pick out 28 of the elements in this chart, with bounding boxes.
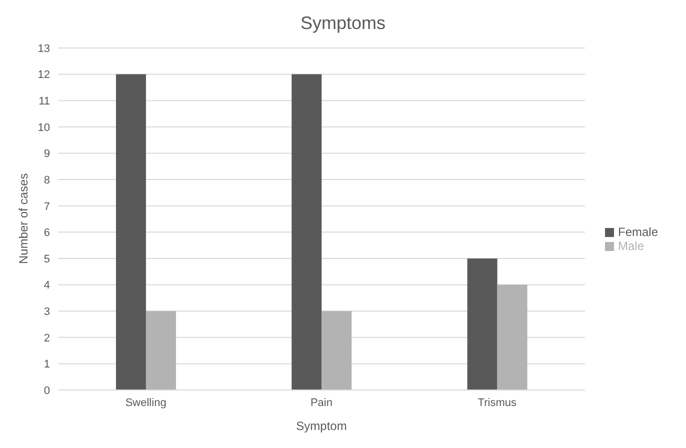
y-tick-label: 12 [38,69,50,82]
x-tick-label: Trismus [478,396,517,409]
y-tick-label: 3 [44,306,50,318]
legend-label: Female [618,225,658,239]
y-tick-label: 7 [44,200,50,213]
x-tick-label: Swelling [125,396,166,409]
bar [146,311,176,390]
legend-label: Male [618,239,644,253]
y-tick-label: 6 [44,227,50,240]
x-tick-label: Pain [310,396,333,409]
bar [322,311,352,390]
y-tick-label: 0 [44,384,50,397]
chart-title: Symptoms [299,12,387,35]
bar [467,258,498,390]
x-axis-title: Symptom [296,419,347,433]
y-tick-label: 2 [44,332,50,344]
bar [497,284,528,390]
y-axis-title: Number of cases [16,173,30,264]
y-tick-label: 1 [44,358,50,371]
y-tick-label: 8 [44,174,50,186]
bar [116,74,146,390]
y-tick-label: 11 [38,96,50,108]
y-tick-label: 13 [38,42,50,55]
y-tick-label: 10 [38,122,50,134]
y-tick-label: 9 [44,148,50,160]
y-tick-label: 5 [44,253,50,266]
bar [292,74,322,390]
y-tick-label: 4 [44,280,50,292]
